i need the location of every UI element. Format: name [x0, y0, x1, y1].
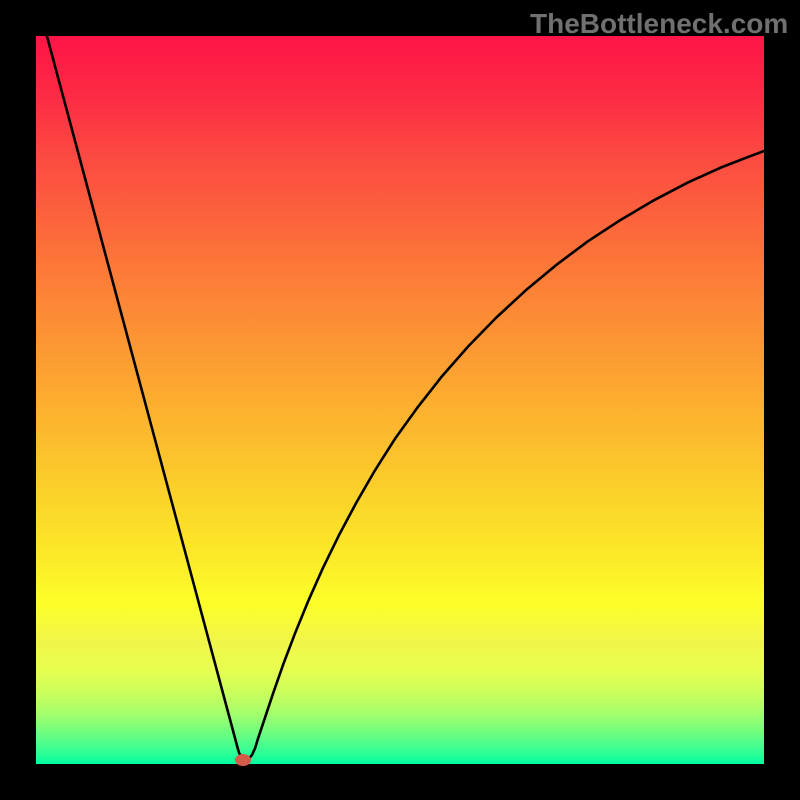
minimum-marker — [235, 754, 251, 766]
bottleneck-curve — [36, 36, 764, 764]
curve-path — [47, 36, 764, 760]
chart-frame: TheBottleneck.com — [0, 0, 800, 800]
watermark-text: TheBottleneck.com — [530, 8, 788, 40]
plot-area — [36, 36, 764, 764]
